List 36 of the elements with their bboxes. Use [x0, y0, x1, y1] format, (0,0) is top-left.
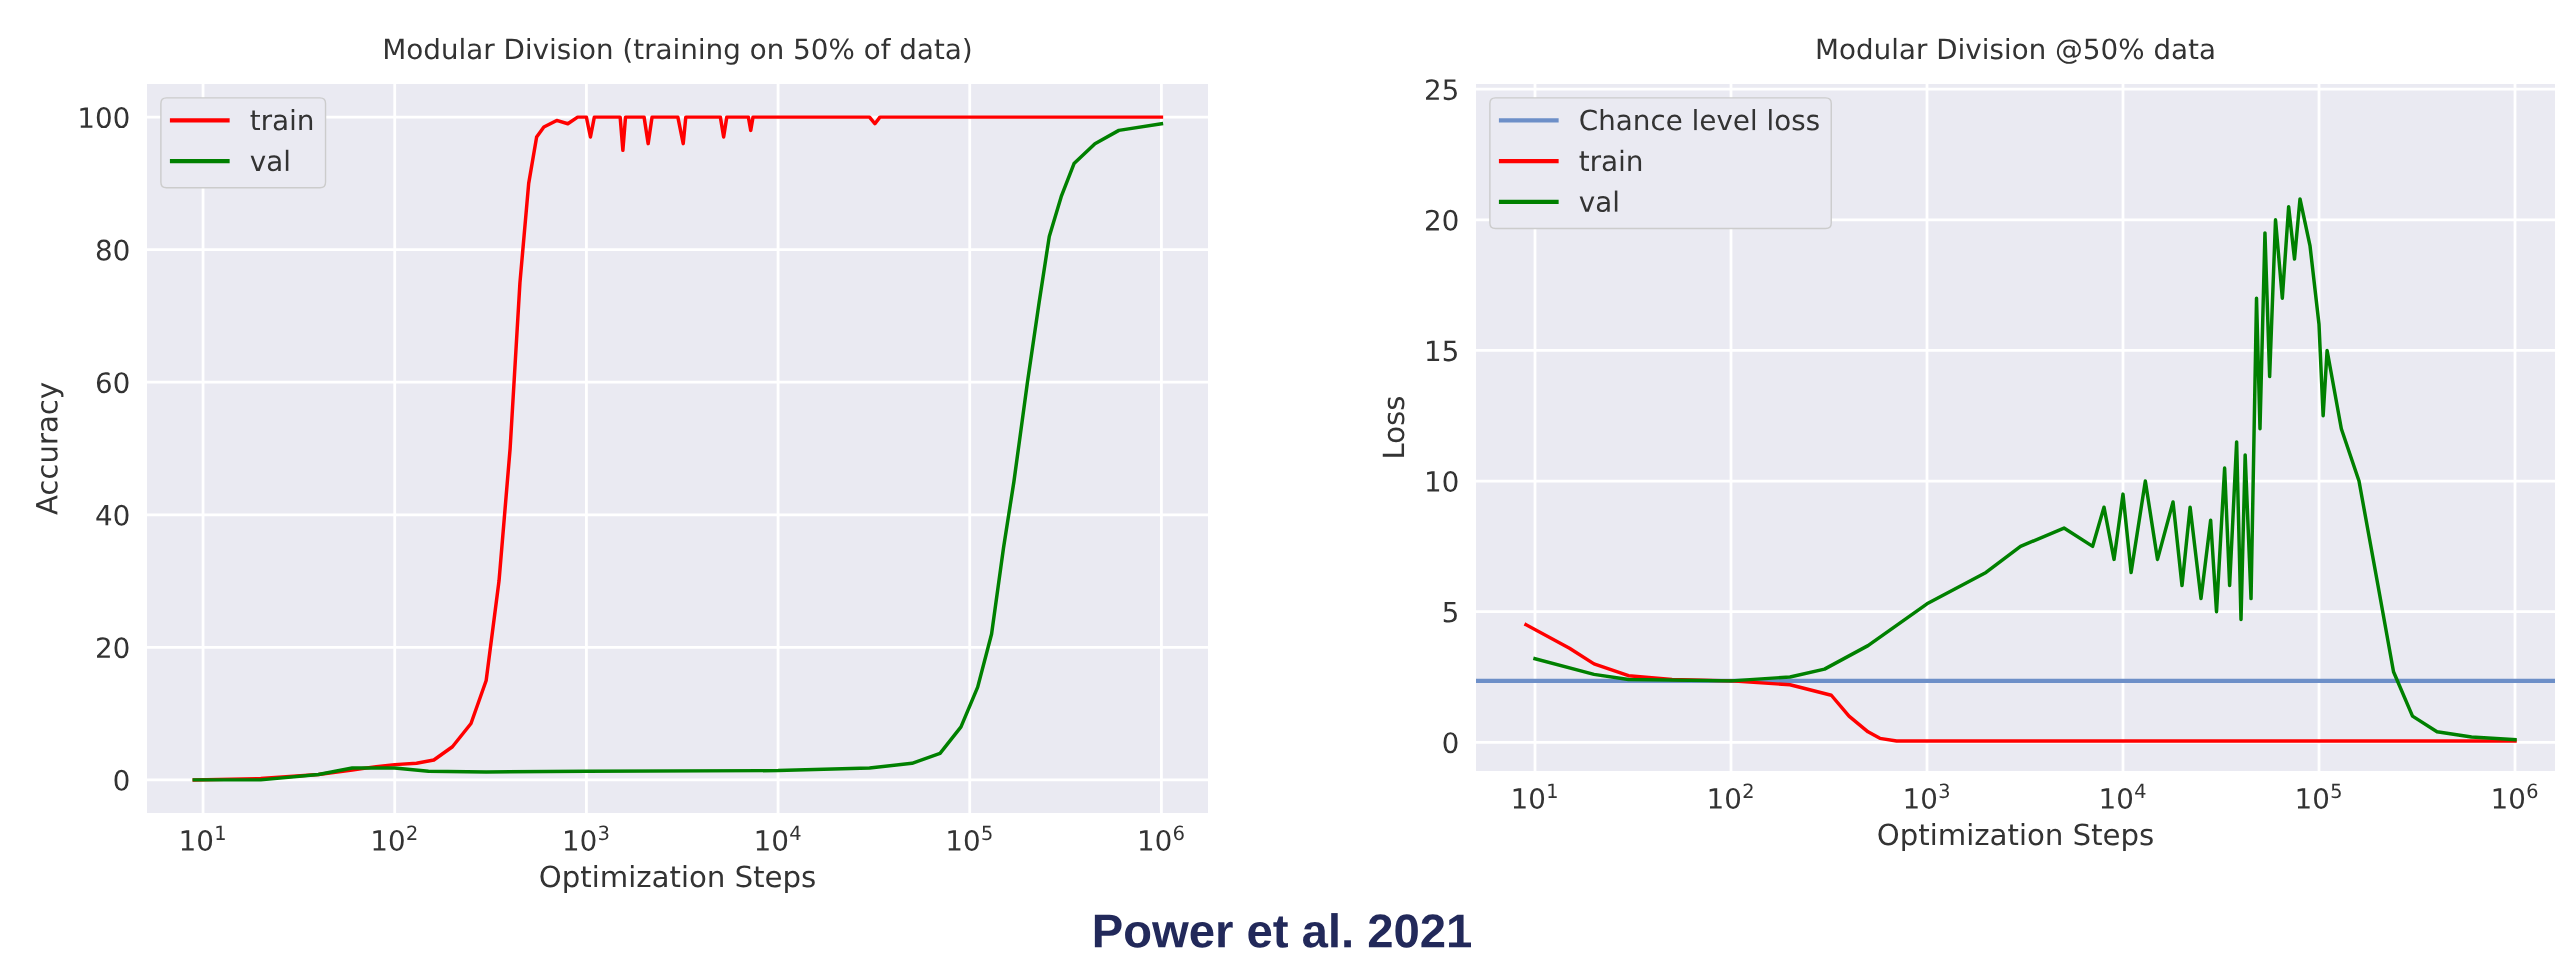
- y-tick-label: 40: [96, 504, 129, 526]
- y-tick-label: 100: [80, 107, 129, 129]
- x-axis-title: Optimization Steps: [1878, 822, 2153, 852]
- y-tick-label: 10: [1427, 470, 1458, 492]
- y-tick-label: 20: [1426, 209, 1458, 231]
- y-tick-label: 20: [97, 637, 129, 659]
- x-axis-title: Optimization Steps: [540, 864, 815, 894]
- y-tick-label: 0: [1443, 732, 1458, 754]
- text: Power et al. 2021: [1094, 913, 1471, 948]
- y-tick-label: 80: [96, 239, 129, 261]
- x-tick-label: 10$^{5}$: [2297, 783, 2341, 809]
- y-axis-title: Accuracy: [36, 382, 64, 515]
- x-tick-label: 10$^{3}$: [565, 825, 609, 851]
- y-tick-label: 5: [1443, 601, 1457, 623]
- legend-label: Chance level loss: [1580, 109, 1819, 131]
- x-tick-label: 10$^{1}$: [181, 825, 225, 851]
- y-tick-label: 15: [1427, 340, 1457, 362]
- legend-label: train: [1579, 149, 1642, 172]
- chart-title: Modular Division @50% data: [1817, 37, 2214, 64]
- x-tick-label: 10$^{6}$: [2493, 783, 2538, 809]
- y-tick-label: 25: [1426, 79, 1457, 101]
- x-tick-label: 10$^{1}$: [1513, 783, 1557, 809]
- x-tick-label: 10$^{4}$: [2101, 783, 2146, 809]
- x-tick-label: 10$^{4}$: [756, 825, 801, 851]
- x-tick-label: 10$^{5}$: [948, 825, 992, 851]
- y-tick-label: 0: [114, 769, 129, 791]
- y-tick-label: 60: [96, 372, 129, 394]
- x-tick-label: 10$^{3}$: [1905, 783, 1949, 809]
- y-axis-title: Loss: [1382, 396, 1405, 457]
- chart-title: Modular Division (training on 50% of data): [385, 37, 971, 65]
- legend-label: val: [250, 149, 289, 172]
- legend-label: train: [250, 109, 313, 131]
- x-tick-label: 10$^{2}$: [1709, 783, 1753, 809]
- x-tick-label: 10$^{6}$: [1140, 825, 1184, 851]
- x-tick-label: 10$^{2}$: [373, 825, 417, 851]
- legend-label: val: [1579, 190, 1618, 213]
